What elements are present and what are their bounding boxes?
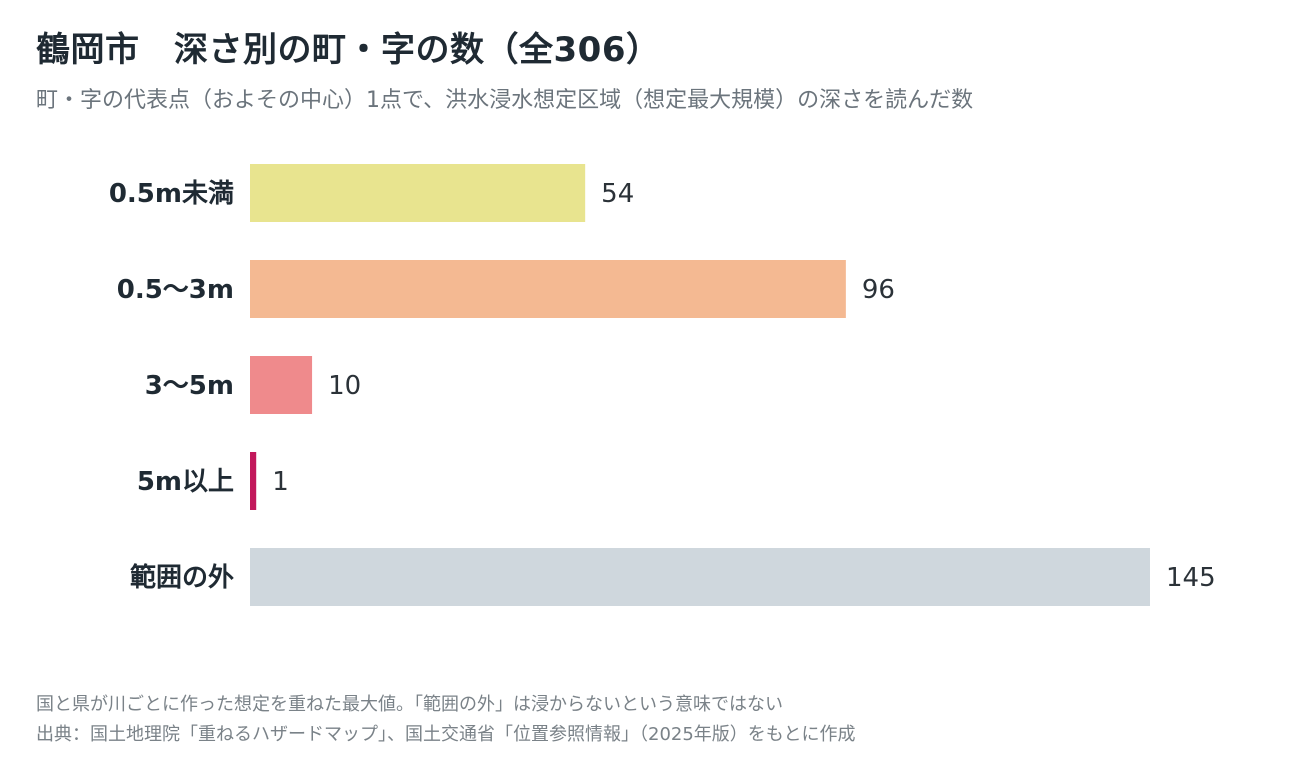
value-label: 145 (1166, 563, 1216, 593)
value-label: 54 (601, 179, 634, 209)
source-note: 出典：国土地理院「重ねるハザードマップ」、国土交通省「位置参照情報」（2025年… (36, 724, 856, 745)
bar-chart: 0.5m未満 54 0.5〜3m 96 3〜5m 10 5m以上 1 範囲の外 145 (109, 164, 1216, 606)
chart-subtitle: 町・字の代表点（およその中心）1点で、洪水浸水想定区域（想定最大規模）の深さを読… (36, 88, 974, 113)
category-label: 5m以上 (137, 467, 234, 497)
value-label: 96 (862, 275, 895, 305)
bar-2 (250, 356, 313, 414)
chart-title: 鶴岡市 深さ別の町・字の数（全306） (36, 30, 661, 70)
bar-3 (250, 452, 257, 510)
value-label: 1 (272, 467, 289, 497)
footnote: 国と県が川ごとに作った想定を重ねた最大値。「範囲の外」は浸からないという意味では… (36, 694, 783, 715)
category-label: 3〜5m (145, 371, 234, 401)
bar-1 (250, 260, 846, 318)
bar-0 (250, 164, 586, 222)
category-label: 0.5m未満 (109, 179, 234, 209)
category-label: 0.5〜3m (117, 275, 234, 305)
bar-4 (250, 548, 1150, 606)
category-label: 範囲の外 (130, 562, 234, 593)
value-label: 10 (328, 371, 361, 401)
